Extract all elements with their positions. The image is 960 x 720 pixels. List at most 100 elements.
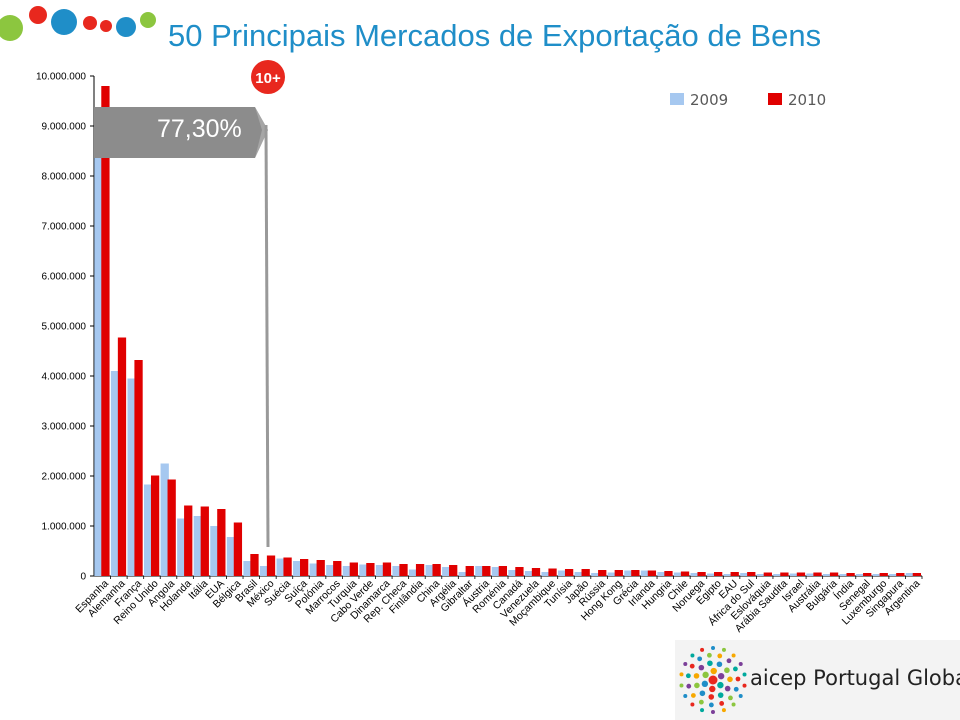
bar-2010 bbox=[101, 86, 110, 576]
bar-2009 bbox=[243, 561, 252, 576]
bar-2009 bbox=[508, 570, 517, 576]
bar-2009 bbox=[541, 572, 550, 576]
bar-2010 bbox=[581, 569, 590, 576]
bar-2010 bbox=[515, 567, 524, 576]
dot-green-large bbox=[0, 15, 23, 41]
y-tick-label: 1.000.000 bbox=[42, 522, 87, 533]
bar-2010 bbox=[333, 561, 342, 576]
bar-2010 bbox=[829, 572, 839, 576]
bar-2009 bbox=[144, 484, 153, 576]
bar-2010 bbox=[664, 571, 673, 576]
top10-badge: 10+ bbox=[251, 60, 285, 94]
bar-2010 bbox=[465, 566, 474, 576]
bar-2009 bbox=[905, 573, 915, 576]
logo-dot bbox=[717, 681, 724, 689]
bar-2010 bbox=[531, 568, 541, 576]
logo-dot bbox=[735, 676, 741, 682]
bar-2010 bbox=[117, 337, 127, 576]
bar-2009 bbox=[326, 565, 335, 576]
logo-dot bbox=[738, 694, 743, 699]
bar-2009 bbox=[806, 573, 815, 576]
top10-divider-line bbox=[264, 124, 270, 548]
legend-swatch-2010 bbox=[768, 93, 782, 105]
bar-2010 bbox=[796, 572, 806, 576]
bar-2010 bbox=[813, 572, 822, 576]
logo-dot bbox=[700, 708, 705, 713]
bar-2010 bbox=[780, 572, 789, 576]
bar-2010 bbox=[300, 559, 309, 576]
dot-red bbox=[29, 6, 47, 24]
bar-2009 bbox=[872, 574, 881, 576]
share-arrow: 77,30% bbox=[94, 107, 268, 158]
logo-dot bbox=[742, 683, 747, 688]
logo-dot bbox=[726, 658, 732, 664]
bar-2010 bbox=[482, 566, 491, 576]
legend-label-2010: 2010 bbox=[788, 91, 826, 109]
logo-dot bbox=[721, 708, 726, 713]
logo-background bbox=[675, 640, 960, 720]
bar-2010 bbox=[498, 566, 508, 576]
bar-2010 bbox=[763, 572, 772, 576]
logo-dot bbox=[698, 699, 704, 705]
bar-2009 bbox=[160, 463, 169, 576]
logo-dot bbox=[698, 664, 705, 671]
bar-2009 bbox=[425, 565, 434, 576]
logo-dot bbox=[717, 653, 723, 659]
logo-dot bbox=[690, 693, 696, 698]
logo-dot bbox=[728, 695, 733, 701]
logo-dot bbox=[679, 672, 684, 677]
logo-dot bbox=[679, 683, 684, 688]
bar-2010 bbox=[399, 564, 408, 576]
logo-dot bbox=[717, 672, 725, 680]
bar-2010 bbox=[647, 570, 657, 576]
bar-2010 bbox=[598, 570, 607, 576]
bar-2009 bbox=[475, 566, 484, 576]
badge-circle bbox=[251, 60, 285, 94]
y-tick-label: 8.000.000 bbox=[42, 172, 87, 183]
bar-2009 bbox=[127, 378, 136, 576]
bar-2010 bbox=[730, 572, 739, 576]
y-tick-label: 5.000.000 bbox=[42, 322, 87, 333]
logo-dot bbox=[693, 673, 700, 679]
logo-dot bbox=[708, 675, 718, 685]
bar-2009 bbox=[723, 574, 732, 576]
y-tick-labels: 0 1.000.000 2.000.000 3.000.000 4.000.000 5.0… bbox=[36, 72, 87, 583]
bar-2009 bbox=[707, 573, 716, 576]
bar-2009 bbox=[408, 569, 418, 576]
bar-2010 bbox=[697, 572, 706, 576]
bar-2009 bbox=[822, 574, 832, 576]
bar-2009 bbox=[309, 563, 318, 576]
dot-blue bbox=[116, 17, 136, 37]
logo-dot bbox=[731, 653, 736, 658]
logo-dot bbox=[719, 701, 725, 706]
logo-dot bbox=[738, 662, 743, 667]
bar-2009 bbox=[110, 371, 120, 576]
bar-2009 bbox=[574, 572, 583, 576]
logo-dot bbox=[717, 692, 724, 698]
bar-2009 bbox=[640, 570, 650, 576]
logo-dots-icon bbox=[679, 646, 747, 714]
bar-2010 bbox=[316, 560, 325, 576]
bar-2010 bbox=[283, 557, 292, 576]
bar-2009 bbox=[491, 567, 501, 576]
bar-2009 bbox=[591, 573, 600, 576]
bar-2010 bbox=[200, 506, 209, 576]
bar-2010 bbox=[896, 573, 905, 576]
bar-2010 bbox=[548, 568, 557, 576]
bar-2010 bbox=[415, 564, 425, 576]
bar-2009 bbox=[177, 518, 186, 576]
bar-2010 bbox=[184, 505, 193, 576]
bar-2009 bbox=[375, 565, 385, 576]
logo-dot bbox=[706, 652, 712, 658]
bar-2010 bbox=[167, 479, 176, 576]
bar-2010 bbox=[366, 563, 375, 576]
y-tick-label: 2.000.000 bbox=[42, 472, 87, 483]
bar-2009 bbox=[210, 526, 219, 576]
logo-dot bbox=[711, 646, 716, 650]
logo-dot bbox=[683, 661, 688, 666]
logo-dot bbox=[716, 661, 723, 668]
bar-2010 bbox=[266, 555, 276, 576]
aicep-logo: aicep Portugal Global bbox=[675, 640, 960, 720]
legend-swatch-2009 bbox=[670, 93, 684, 105]
